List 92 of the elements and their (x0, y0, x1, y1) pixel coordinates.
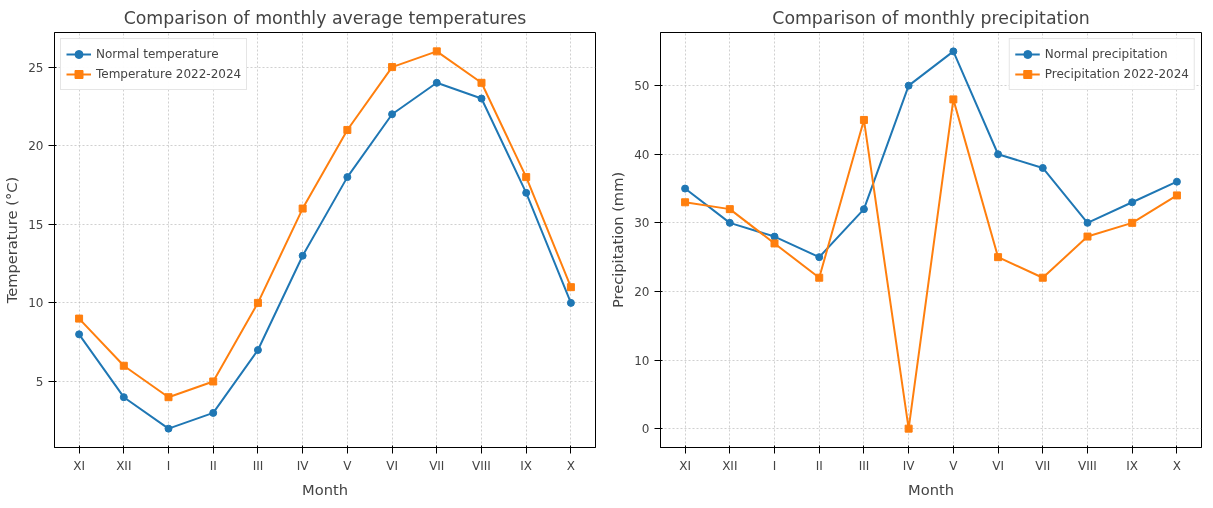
x-tick-label: IV (902, 458, 916, 473)
x-tick-label: II (815, 458, 823, 473)
x-tick-label: XII (722, 458, 738, 473)
point (1038, 163, 1047, 172)
point (388, 63, 397, 72)
point (388, 110, 397, 119)
x-axis-title: Month (908, 480, 954, 498)
point (949, 47, 958, 56)
point (566, 298, 575, 307)
y-tick-label: 30 (634, 216, 650, 231)
x-tick-label: II (209, 458, 217, 473)
x-tick-label: I (772, 458, 777, 473)
point (566, 283, 575, 292)
point (298, 251, 307, 260)
y-tick-label: 10 (634, 353, 650, 368)
point (119, 361, 128, 370)
point (75, 314, 84, 323)
point (994, 253, 1003, 262)
x-tick-label: VI (992, 458, 1004, 473)
x-tick-label: IX (1126, 458, 1139, 473)
point (477, 78, 486, 87)
point (253, 298, 262, 307)
point (859, 205, 868, 214)
point (477, 94, 486, 103)
point (815, 253, 824, 262)
point (681, 198, 690, 207)
legend-label: Normal precipitation (1044, 47, 1168, 61)
x-tick-label: I (166, 458, 171, 473)
y-tick-label: 20 (28, 139, 44, 154)
x-tick-label: XI (73, 458, 85, 473)
chart-title: Comparison of monthly precipitation (772, 7, 1090, 28)
point (522, 188, 531, 197)
point (1083, 218, 1092, 227)
point (770, 239, 779, 248)
legend-label: Temperature 2022-2024 (96, 67, 242, 81)
point (432, 47, 441, 56)
y-tick-label: 20 (634, 284, 650, 299)
point (904, 424, 913, 433)
y-tick-label: 5 (35, 374, 44, 389)
point (209, 408, 218, 417)
x-tick-label: V (949, 458, 959, 473)
point (1083, 232, 1092, 241)
x-tick-label: VII (1035, 458, 1051, 473)
point (994, 150, 1003, 159)
y-tick-label: 40 (634, 147, 650, 162)
point (75, 330, 84, 339)
x-tick-label: VI (386, 458, 398, 473)
point (522, 173, 531, 182)
point (725, 218, 734, 227)
x-axis-title: Month (302, 480, 348, 498)
y-tick-label: 25 (28, 60, 44, 75)
x-tick-label: X (566, 458, 576, 473)
x-tick-label: XI (679, 458, 691, 473)
legend-label: Precipitation 2022-2024 (1044, 67, 1189, 81)
y-tick-label: 10 (28, 296, 44, 311)
point (725, 205, 734, 214)
y-axis-title: Temperature (°C) (3, 176, 21, 305)
point (859, 115, 868, 124)
point (949, 95, 958, 104)
point (815, 273, 824, 282)
y-tick-label: 50 (634, 79, 650, 94)
x-tick-label: III (858, 458, 870, 473)
point (298, 204, 307, 213)
point (1038, 273, 1047, 282)
y-tick-label: 0 (641, 422, 650, 437)
x-tick-label: III (252, 458, 264, 473)
point (432, 78, 441, 87)
point (164, 393, 173, 402)
point (904, 81, 913, 90)
x-tick-label: IX (520, 458, 533, 473)
point (1172, 177, 1181, 186)
x-tick-label: VIII (1078, 458, 1097, 473)
legend-label: Normal temperature (96, 47, 219, 61)
point (253, 346, 262, 355)
y-tick-label: 15 (28, 217, 44, 232)
x-tick-label: VIII (472, 458, 491, 473)
point (1172, 191, 1181, 200)
point (343, 125, 352, 134)
x-tick-label: X (1172, 458, 1182, 473)
x-tick-label: IV (296, 458, 310, 473)
point (119, 393, 128, 402)
x-tick-label: XII (116, 458, 132, 473)
chart-title: Comparison of monthly average temperatures (123, 7, 527, 28)
point (681, 184, 690, 193)
point (343, 173, 352, 182)
y-axis-title: Precipitation (mm) (609, 171, 627, 309)
point (1128, 218, 1137, 227)
point (1128, 198, 1137, 207)
x-tick-label: V (343, 458, 353, 473)
point (209, 377, 218, 386)
point (164, 424, 173, 433)
x-tick-label: VII (429, 458, 445, 473)
